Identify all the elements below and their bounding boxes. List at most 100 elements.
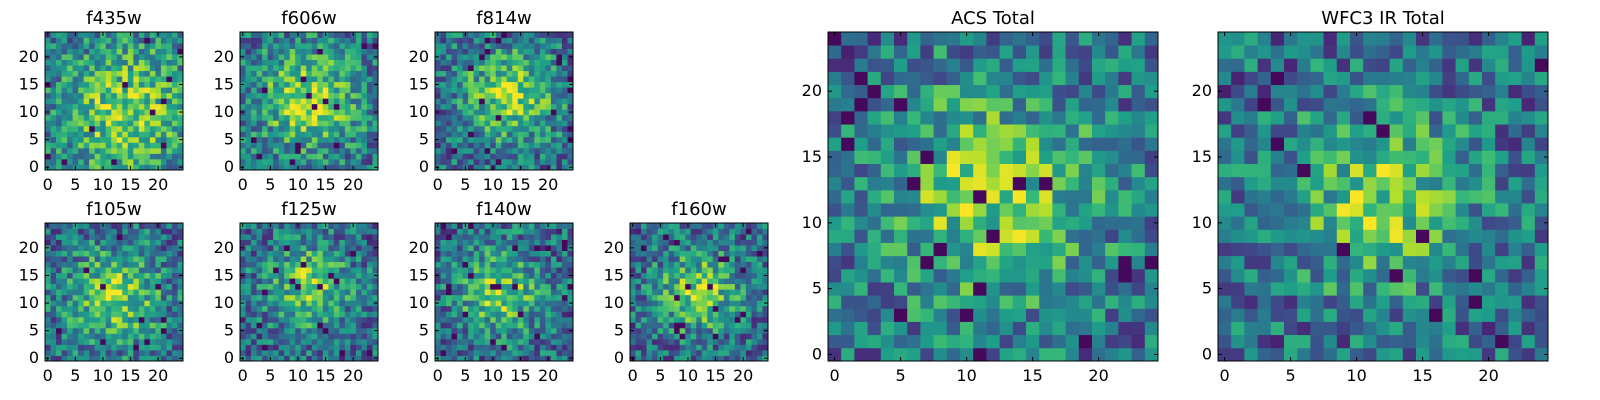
heatmap-cell — [657, 234, 664, 240]
heatmap-cell — [138, 65, 145, 72]
heatmap-cell — [350, 136, 357, 143]
heatmap-cell — [289, 234, 296, 240]
heatmap-cell — [479, 142, 486, 149]
heatmap-cell — [127, 131, 134, 138]
heatmap-cell — [284, 109, 291, 116]
heatmap-cell — [1012, 321, 1027, 336]
heatmap-cell — [756, 239, 763, 246]
heatmap-cell — [311, 131, 318, 138]
heatmap-cell — [116, 327, 123, 334]
heatmap-cell — [462, 256, 469, 263]
heatmap-cell — [300, 333, 307, 340]
heatmap-cell — [273, 147, 280, 154]
heatmap-cell — [149, 305, 156, 312]
heatmap-cell — [317, 65, 324, 72]
heatmap-cell — [539, 164, 546, 171]
heatmap-cell — [171, 114, 178, 121]
heatmap-cell — [155, 43, 162, 49]
heatmap-cell — [144, 278, 151, 285]
heatmap-cell — [490, 283, 497, 290]
heatmap-cell — [696, 278, 703, 285]
heatmap-cell — [479, 32, 486, 38]
heatmap-cell — [1118, 334, 1132, 349]
heatmap-cell — [484, 327, 491, 334]
heatmap-cell — [501, 311, 508, 318]
heatmap-cell — [50, 228, 57, 235]
heatmap-cell — [295, 48, 302, 55]
heatmap-cell — [484, 120, 491, 127]
heatmap-cell — [657, 278, 664, 285]
heatmap-cell — [973, 255, 987, 270]
heatmap-cell — [512, 272, 519, 279]
heatmap-cell — [67, 136, 73, 143]
heatmap-cell — [278, 349, 285, 356]
heatmap-cell — [78, 103, 85, 110]
heatmap-cell — [506, 250, 513, 257]
heatmap-cell — [78, 54, 85, 60]
heatmap-cell — [446, 48, 452, 55]
heatmap-cell — [756, 272, 763, 279]
heatmap-cell — [240, 283, 246, 290]
heatmap-cell — [171, 37, 178, 44]
heatmap-cell — [479, 344, 486, 351]
heatmap-cell — [490, 136, 497, 143]
heatmap-cell — [933, 189, 948, 204]
heatmap-cell — [67, 131, 73, 138]
heatmap-cell — [306, 256, 313, 263]
heatmap-cell — [67, 338, 73, 345]
heatmap-cell — [295, 344, 302, 351]
heatmap-cell — [267, 109, 274, 116]
heatmap-cell — [94, 32, 101, 38]
heatmap-cell — [946, 308, 961, 322]
heatmap-cell — [762, 228, 769, 235]
heatmap-cell — [473, 333, 480, 340]
heatmap-cell — [295, 43, 302, 49]
heatmap-cell — [111, 223, 118, 229]
heatmap-cell — [144, 142, 151, 149]
heatmap-cell — [1078, 321, 1093, 336]
heatmap-cell — [267, 272, 274, 279]
heatmap-cell — [105, 234, 112, 240]
heatmap-cell — [171, 355, 178, 362]
heatmap-cell — [641, 245, 647, 251]
heatmap-cell — [67, 70, 73, 77]
heatmap-cell — [696, 311, 703, 318]
heatmap-cell — [946, 282, 961, 296]
heatmap-cell — [468, 223, 475, 229]
heatmap-cell — [105, 294, 112, 301]
heatmap-cell — [960, 229, 974, 243]
heatmap-cell — [78, 338, 85, 345]
heatmap-cell — [690, 234, 697, 240]
heatmap-cell — [361, 43, 368, 49]
heatmap-cell — [652, 294, 658, 301]
heatmap-cell — [745, 256, 752, 263]
heatmap-cell — [550, 87, 557, 94]
heatmap-cell — [1065, 347, 1080, 362]
heatmap-cell — [550, 349, 557, 356]
heatmap-cell — [100, 294, 107, 301]
heatmap-cell — [94, 37, 101, 44]
heatmap-cell — [435, 267, 441, 274]
heatmap-cell — [105, 267, 112, 274]
heatmap-cell — [284, 239, 291, 246]
heatmap-cell — [144, 245, 151, 251]
heatmap-cell — [745, 333, 752, 340]
heatmap-cell — [361, 125, 368, 132]
heatmap-cell — [986, 203, 1000, 217]
heatmap-cell — [457, 338, 463, 345]
heatmap-cell — [1039, 229, 1053, 243]
heatmap-cell — [273, 70, 280, 77]
heatmap-cell — [756, 245, 763, 251]
heatmap-cell — [116, 349, 123, 356]
heatmap-cell — [133, 158, 140, 165]
heatmap-cell — [289, 142, 296, 149]
heatmap-cell — [366, 355, 373, 362]
heatmap-cell — [333, 256, 340, 263]
heatmap-cell — [166, 322, 173, 329]
heatmap-cell — [160, 153, 167, 160]
heatmap-cell — [160, 109, 167, 116]
heatmap-cell — [122, 158, 129, 165]
heatmap-cell — [311, 32, 318, 38]
heatmap-cell — [679, 300, 686, 307]
heatmap-cell — [273, 48, 280, 55]
